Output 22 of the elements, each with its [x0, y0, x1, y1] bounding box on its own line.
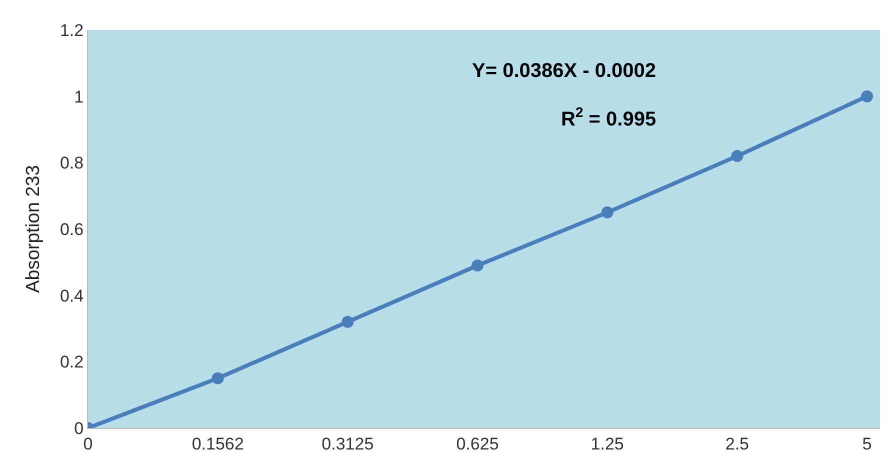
y-tick-label: 0.2	[60, 352, 84, 372]
y-tick-label: 0	[74, 418, 84, 438]
y-tick-label: 1.2	[60, 20, 84, 40]
y-tick-label: 0.6	[60, 220, 84, 239]
x-tick-label: 0.1562	[192, 434, 244, 454]
annotation: R$^{2}$ = 0.995	[561, 104, 656, 130]
y-axis-title: Absorption 233	[22, 165, 44, 293]
x-tick-label: 5	[862, 434, 872, 454]
point	[342, 316, 354, 328]
point	[472, 259, 484, 272]
x-tick-label: 0.3125	[322, 434, 374, 454]
x-tick-label: 2.5	[725, 434, 749, 454]
y-tick-label: 0.4	[60, 286, 84, 306]
point	[731, 150, 744, 162]
point	[601, 206, 614, 218]
point	[861, 90, 874, 102]
annotation: Y= 0.0386X - 0.0002	[472, 60, 656, 82]
point	[212, 372, 224, 384]
x-tick-label: 1.25	[590, 434, 624, 454]
x-tick-label: 0.625	[456, 434, 499, 454]
y-tick-label: 0.8	[60, 154, 84, 173]
y-tick-label: 1	[74, 87, 84, 106]
